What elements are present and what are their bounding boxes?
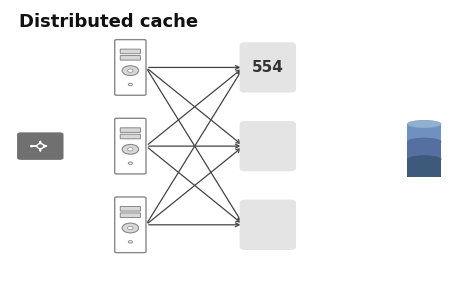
Circle shape — [37, 144, 44, 148]
Ellipse shape — [407, 155, 441, 163]
Ellipse shape — [407, 155, 441, 163]
FancyBboxPatch shape — [120, 128, 140, 132]
FancyBboxPatch shape — [115, 118, 146, 174]
FancyBboxPatch shape — [115, 40, 146, 95]
FancyBboxPatch shape — [239, 121, 296, 171]
Text: 554: 554 — [252, 60, 284, 75]
Ellipse shape — [407, 138, 441, 146]
Bar — [407, 124, 441, 142]
Circle shape — [31, 146, 33, 147]
Ellipse shape — [407, 138, 441, 146]
FancyBboxPatch shape — [120, 134, 140, 139]
Text: Distributed cache: Distributed cache — [19, 13, 198, 31]
FancyBboxPatch shape — [239, 200, 296, 250]
FancyBboxPatch shape — [120, 56, 140, 60]
Circle shape — [122, 66, 138, 76]
Circle shape — [128, 226, 133, 230]
Circle shape — [128, 69, 133, 72]
FancyBboxPatch shape — [120, 213, 140, 217]
Circle shape — [128, 148, 133, 151]
FancyBboxPatch shape — [239, 42, 296, 93]
Circle shape — [128, 241, 132, 243]
FancyBboxPatch shape — [120, 49, 140, 54]
Circle shape — [122, 144, 138, 154]
FancyBboxPatch shape — [115, 197, 146, 253]
Ellipse shape — [407, 120, 441, 128]
FancyBboxPatch shape — [120, 207, 140, 211]
FancyBboxPatch shape — [17, 132, 64, 160]
Bar — [407, 142, 441, 159]
Circle shape — [128, 162, 132, 164]
Circle shape — [122, 223, 138, 233]
Bar — [407, 159, 441, 177]
Circle shape — [128, 83, 132, 86]
Circle shape — [38, 145, 42, 147]
Ellipse shape — [407, 120, 441, 128]
